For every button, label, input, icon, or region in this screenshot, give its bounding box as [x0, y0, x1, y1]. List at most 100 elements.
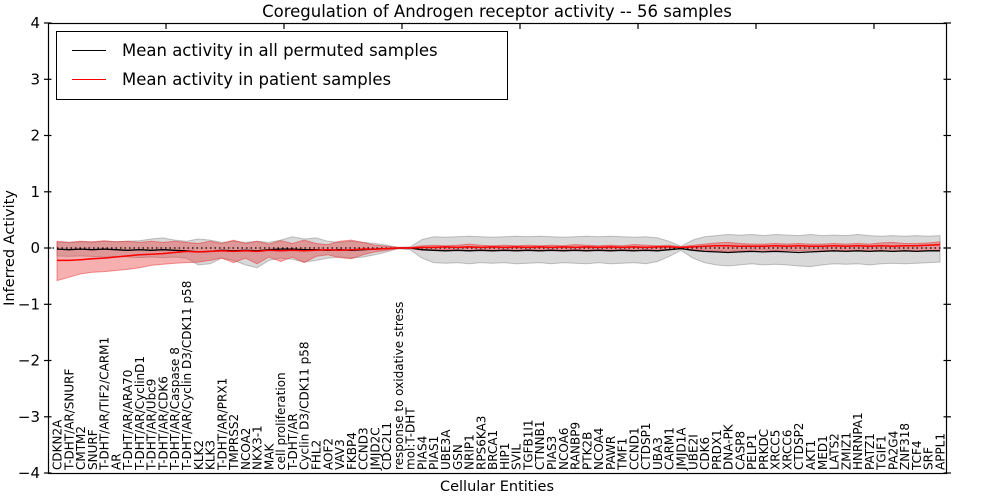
x-tick-label: CDKN2A	[51, 419, 65, 470]
x-tick-label: KLK2	[192, 440, 206, 470]
x-tick-label: PA2G4	[886, 431, 900, 470]
x-tick-label: AR	[109, 453, 123, 470]
legend-label-permuted: Mean activity in all permuted samples	[122, 41, 438, 60]
x-tick-label: T-DHT/AR/Caspase 8	[168, 347, 182, 471]
x-tick-label: mol:T-DHT	[404, 407, 418, 470]
x-tick-label: T-DHT/AR	[286, 413, 300, 471]
x-tick-label: NCOA6	[557, 428, 571, 470]
x-tick-label: APPL1	[934, 433, 948, 470]
x-tick-label: UBA3	[651, 437, 665, 470]
x-tick-label: FKBP4	[345, 432, 359, 470]
x-tick-label: SVIL	[510, 444, 524, 470]
x-tick-label: HIP1	[498, 443, 512, 470]
y-tick-label: 4	[30, 14, 40, 32]
x-tick-label: PELP1	[745, 434, 759, 470]
x-tick-label: GSN	[451, 444, 465, 470]
x-tick-label: T-DHT/AR/Cyclin D3/CDK11 p58	[180, 281, 194, 471]
x-tick-label: NKX3-1	[251, 425, 265, 470]
x-tick-label: CDK6	[698, 437, 712, 470]
x-tick-label: CTNNB1	[533, 420, 547, 470]
x-tick-label: T-DHT/AR/TIF2/CARM1	[98, 337, 112, 471]
x-tick-label: FHL2	[310, 440, 324, 470]
series-lines	[48, 243, 947, 262]
x-tick-label: CARM1	[663, 427, 677, 470]
x-tick-label: PRDX1	[710, 429, 724, 470]
x-tick-label: BRCA1	[486, 430, 500, 470]
legend-item-patient: Mean activity in patient samples	[57, 65, 507, 94]
x-tick-label: JMJD1A	[675, 427, 689, 471]
x-tick-label: TGIF1	[875, 435, 889, 471]
x-tick-label: T-DHT/AR/Ubc9	[145, 379, 159, 471]
x-tick-label: CTDSP2	[792, 423, 806, 470]
legend-line-permuted-icon	[72, 50, 106, 51]
x-tick-label: RPS6KA3	[474, 416, 488, 470]
x-tick-label: PAWR	[604, 436, 618, 470]
x-tick-label: cell proliferation	[274, 372, 288, 470]
x-tick-label: PTK2B	[580, 432, 594, 470]
x-tick-labels: CDKN2AT-DHT/AR/SNURFCMTM2SNURFT-DHT/AR/T…	[51, 281, 948, 471]
x-tick-label: NRIP1	[463, 434, 477, 470]
legend-item-permuted: Mean activity in all permuted samples	[57, 36, 507, 65]
x-tick-label: T-DHT/AR/ARA70	[121, 370, 135, 471]
x-tick-label: CASP8	[733, 431, 747, 470]
x-tick-label: TCF4	[910, 440, 924, 471]
x-tick-label: TMF1	[616, 438, 630, 471]
x-tick-label: UBE2I	[686, 434, 700, 470]
x-tick-label: UBE3A	[439, 429, 453, 470]
y-tick-label: −4	[18, 464, 40, 482]
x-tick-label: CCND1	[627, 427, 641, 470]
x-tick-label: NCOA2	[239, 428, 253, 470]
x-tick-label: T-DHT/AR/SNURF	[62, 369, 76, 472]
x-tick-label: T-DHT/AR/PRX1	[215, 378, 229, 471]
y-tick-label: 1	[30, 183, 40, 201]
x-tick-label: TMPRSS2	[227, 414, 241, 471]
x-tick-label: PIAS3	[545, 436, 559, 470]
x-tick-label: RANBP9	[569, 422, 583, 470]
x-tick-label: T-DHT/AR/CyclinD1	[133, 356, 147, 471]
y-tick-label: 3	[30, 70, 40, 88]
x-tick-label: MAK	[262, 442, 276, 470]
y-tick-label: 2	[30, 127, 40, 145]
patient-mean-line	[57, 243, 941, 262]
x-tick-label: PIAS4	[416, 436, 430, 470]
x-tick-label: MED1	[816, 435, 830, 470]
x-tick-label: PATZ1	[863, 433, 877, 470]
y-tick-label: 0	[30, 239, 40, 257]
x-tick-label: CDC2L1	[380, 422, 394, 470]
x-tick-label: TGFB1I1	[521, 419, 535, 471]
x-tick-label: CMTM2	[74, 426, 88, 470]
axis-ticks: 4 3 2 1 0 −1 −2 −3 −4	[18, 14, 951, 482]
x-tick-label: ZMIZ1	[839, 432, 853, 470]
x-tick-label: CCND3	[357, 427, 371, 470]
x-tick-label: NCOA4	[592, 428, 606, 470]
x-tick-label: PIAS1	[427, 436, 441, 470]
x-tick-label: T-DHT/AR/CDK6	[157, 376, 171, 471]
x-tick-label: PRKDC	[757, 429, 771, 470]
legend-label-patient: Mean activity in patient samples	[122, 70, 392, 89]
y-tick-label: −3	[18, 408, 40, 426]
x-tick-label: VAV3	[333, 439, 347, 470]
y-axis-label: Inferred Activity	[2, 190, 18, 306]
confidence-bands	[56, 233, 941, 282]
y-tick-label: −2	[18, 352, 40, 370]
legend-line-patient-icon	[72, 79, 106, 80]
x-tick-label: AKT1	[804, 440, 818, 470]
x-tick-label: XRCC6	[780, 430, 794, 470]
x-tick-label: KLK3	[204, 440, 218, 470]
x-tick-label: LATS2	[828, 433, 842, 470]
x-tick-label: SRF	[922, 447, 936, 470]
x-tick-label: CTDSP1	[639, 423, 653, 470]
x-tick-label: JMJD2C	[368, 427, 382, 471]
chart-title: Coregulation of Androgen receptor activi…	[262, 2, 732, 21]
x-tick-label: DNA-PK	[722, 423, 736, 470]
x-tick-label: response to oxidative stress	[392, 302, 406, 470]
x-tick-label: XRCC5	[769, 430, 783, 470]
x-axis-label: Cellular Entities	[440, 479, 554, 495]
x-tick-label: AOF2	[321, 438, 335, 470]
legend: Mean activity in all permuted samples Me…	[56, 31, 508, 100]
x-tick-label: Cyclin D3/CDK11 p58	[298, 341, 312, 470]
y-tick-label: −1	[18, 295, 40, 313]
x-tick-label: SNURF	[86, 429, 100, 470]
